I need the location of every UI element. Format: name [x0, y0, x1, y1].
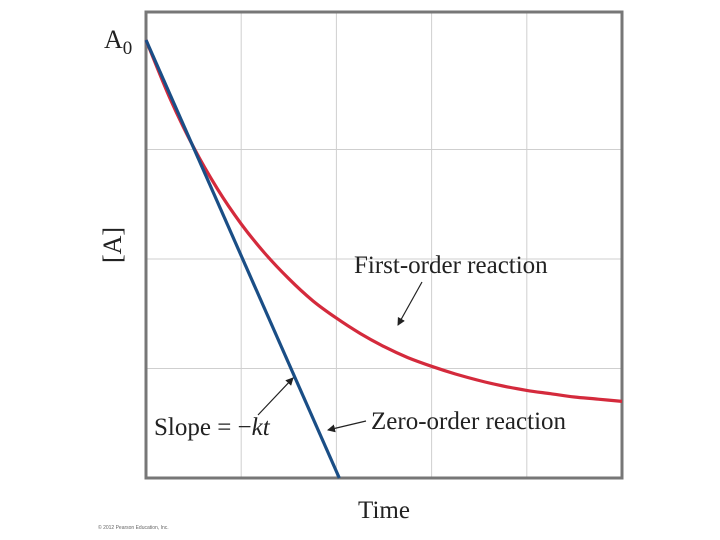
x-axis-label: Time: [358, 497, 410, 524]
plot-frame: [144, 10, 624, 480]
slope-annotation: Slope = −kt: [154, 414, 271, 441]
copyright: © 2012 Pearson Education, Inc.: [98, 524, 169, 531]
legend-zero-order: Zero-order reaction: [371, 408, 567, 435]
arrow-zero-order: [327, 420, 367, 433]
arrow-first-order: [397, 281, 423, 326]
y-axis-label: [A]: [98, 227, 127, 263]
legend-first-order: First-order reaction: [354, 252, 548, 279]
series-layer: [144, 39, 623, 479]
y-tick-label-a0: A0: [104, 25, 132, 59]
series-line-first-order: [144, 39, 623, 403]
arrow-slope: [257, 377, 294, 416]
grid: [146, 12, 622, 478]
series-line-zero-order: [144, 39, 341, 479]
